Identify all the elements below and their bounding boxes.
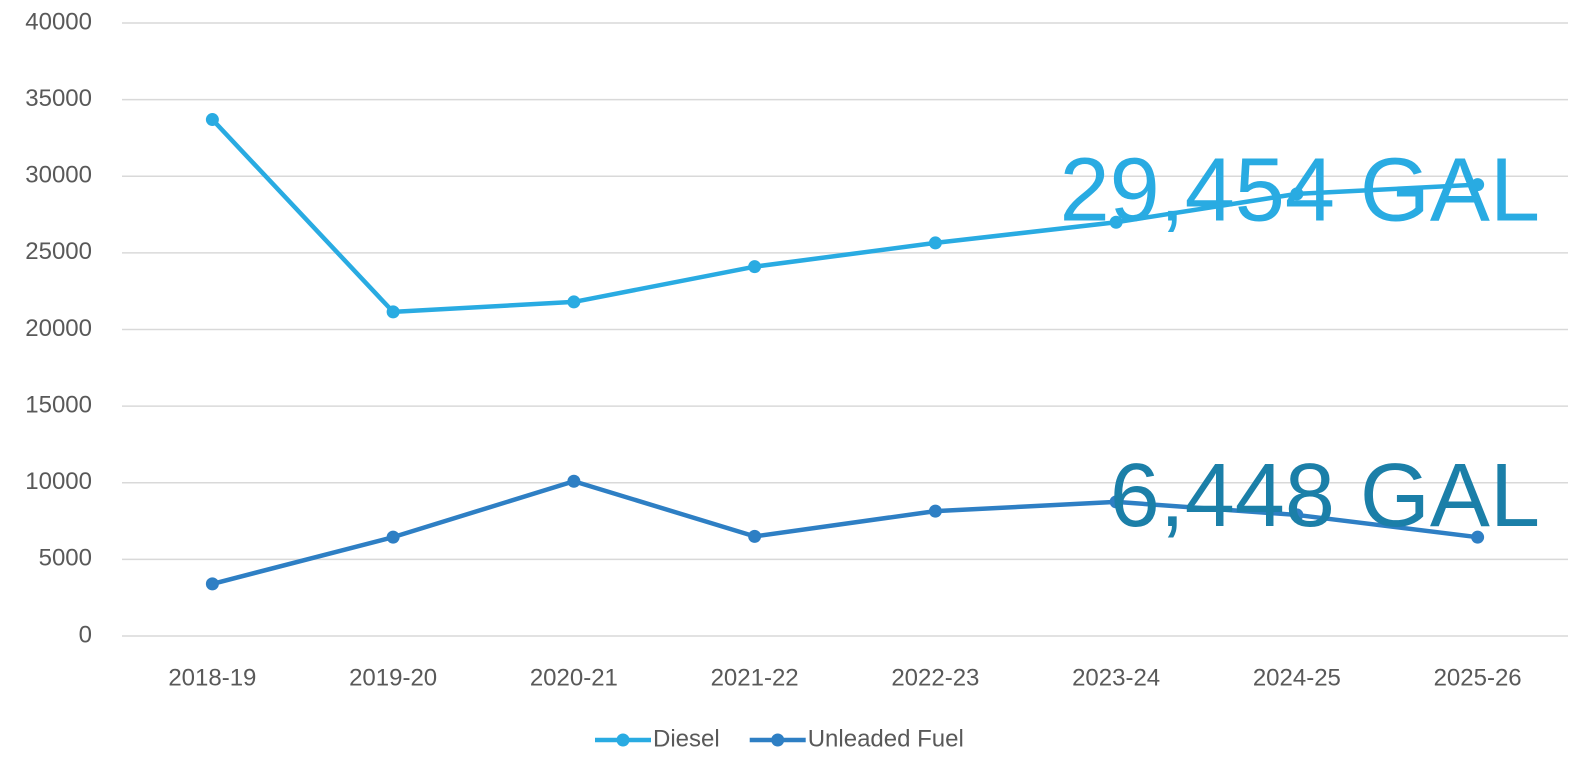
legend-marker <box>771 733 785 747</box>
x-tick-label: 2018-19 <box>168 664 256 691</box>
x-tick-label: 2023-24 <box>1072 664 1160 691</box>
data-point <box>386 305 400 319</box>
data-point <box>205 577 219 591</box>
data-point <box>1290 508 1304 522</box>
y-tick-label: 30000 <box>25 162 92 189</box>
y-tick-label: 25000 <box>25 238 92 265</box>
data-point <box>928 236 942 250</box>
legend-marker <box>616 733 630 747</box>
data-point <box>1471 178 1485 192</box>
y-tick-label: 20000 <box>25 315 92 342</box>
x-tick-label: 2020-21 <box>530 664 618 691</box>
y-tick-label: 5000 <box>39 545 92 572</box>
data-point <box>1290 187 1304 201</box>
y-tick-label: 0 <box>79 621 92 648</box>
data-point <box>567 474 581 488</box>
data-line <box>211 478 1478 587</box>
data-point <box>1471 530 1485 544</box>
y-tick-label: 35000 <box>25 85 92 112</box>
data-point <box>748 260 762 274</box>
data-point <box>928 504 942 518</box>
data-point <box>1109 495 1123 509</box>
data-point <box>386 530 400 544</box>
data-line <box>210 118 1478 315</box>
y-tick-label: 40000 <box>25 8 92 35</box>
data-point <box>748 529 762 543</box>
annotation: 29,454 GAL <box>1060 141 1540 241</box>
y-tick-label: 15000 <box>25 391 92 418</box>
x-tick-label: 2024-25 <box>1253 664 1341 691</box>
y-tick-label: 10000 <box>25 468 92 495</box>
x-tick-label: 2019-20 <box>349 664 437 691</box>
data-point <box>205 113 219 127</box>
x-tick-label: 2022-23 <box>891 664 979 691</box>
legend-label: Unleaded Fuel <box>808 725 964 752</box>
annotation: 6,448 GAL <box>1110 446 1540 546</box>
data-point <box>1109 215 1123 229</box>
data-point <box>567 295 581 309</box>
x-tick-label: 2025-26 <box>1434 664 1522 691</box>
legend-label: Diesel <box>653 725 720 752</box>
x-tick-label: 2021-22 <box>711 664 799 691</box>
